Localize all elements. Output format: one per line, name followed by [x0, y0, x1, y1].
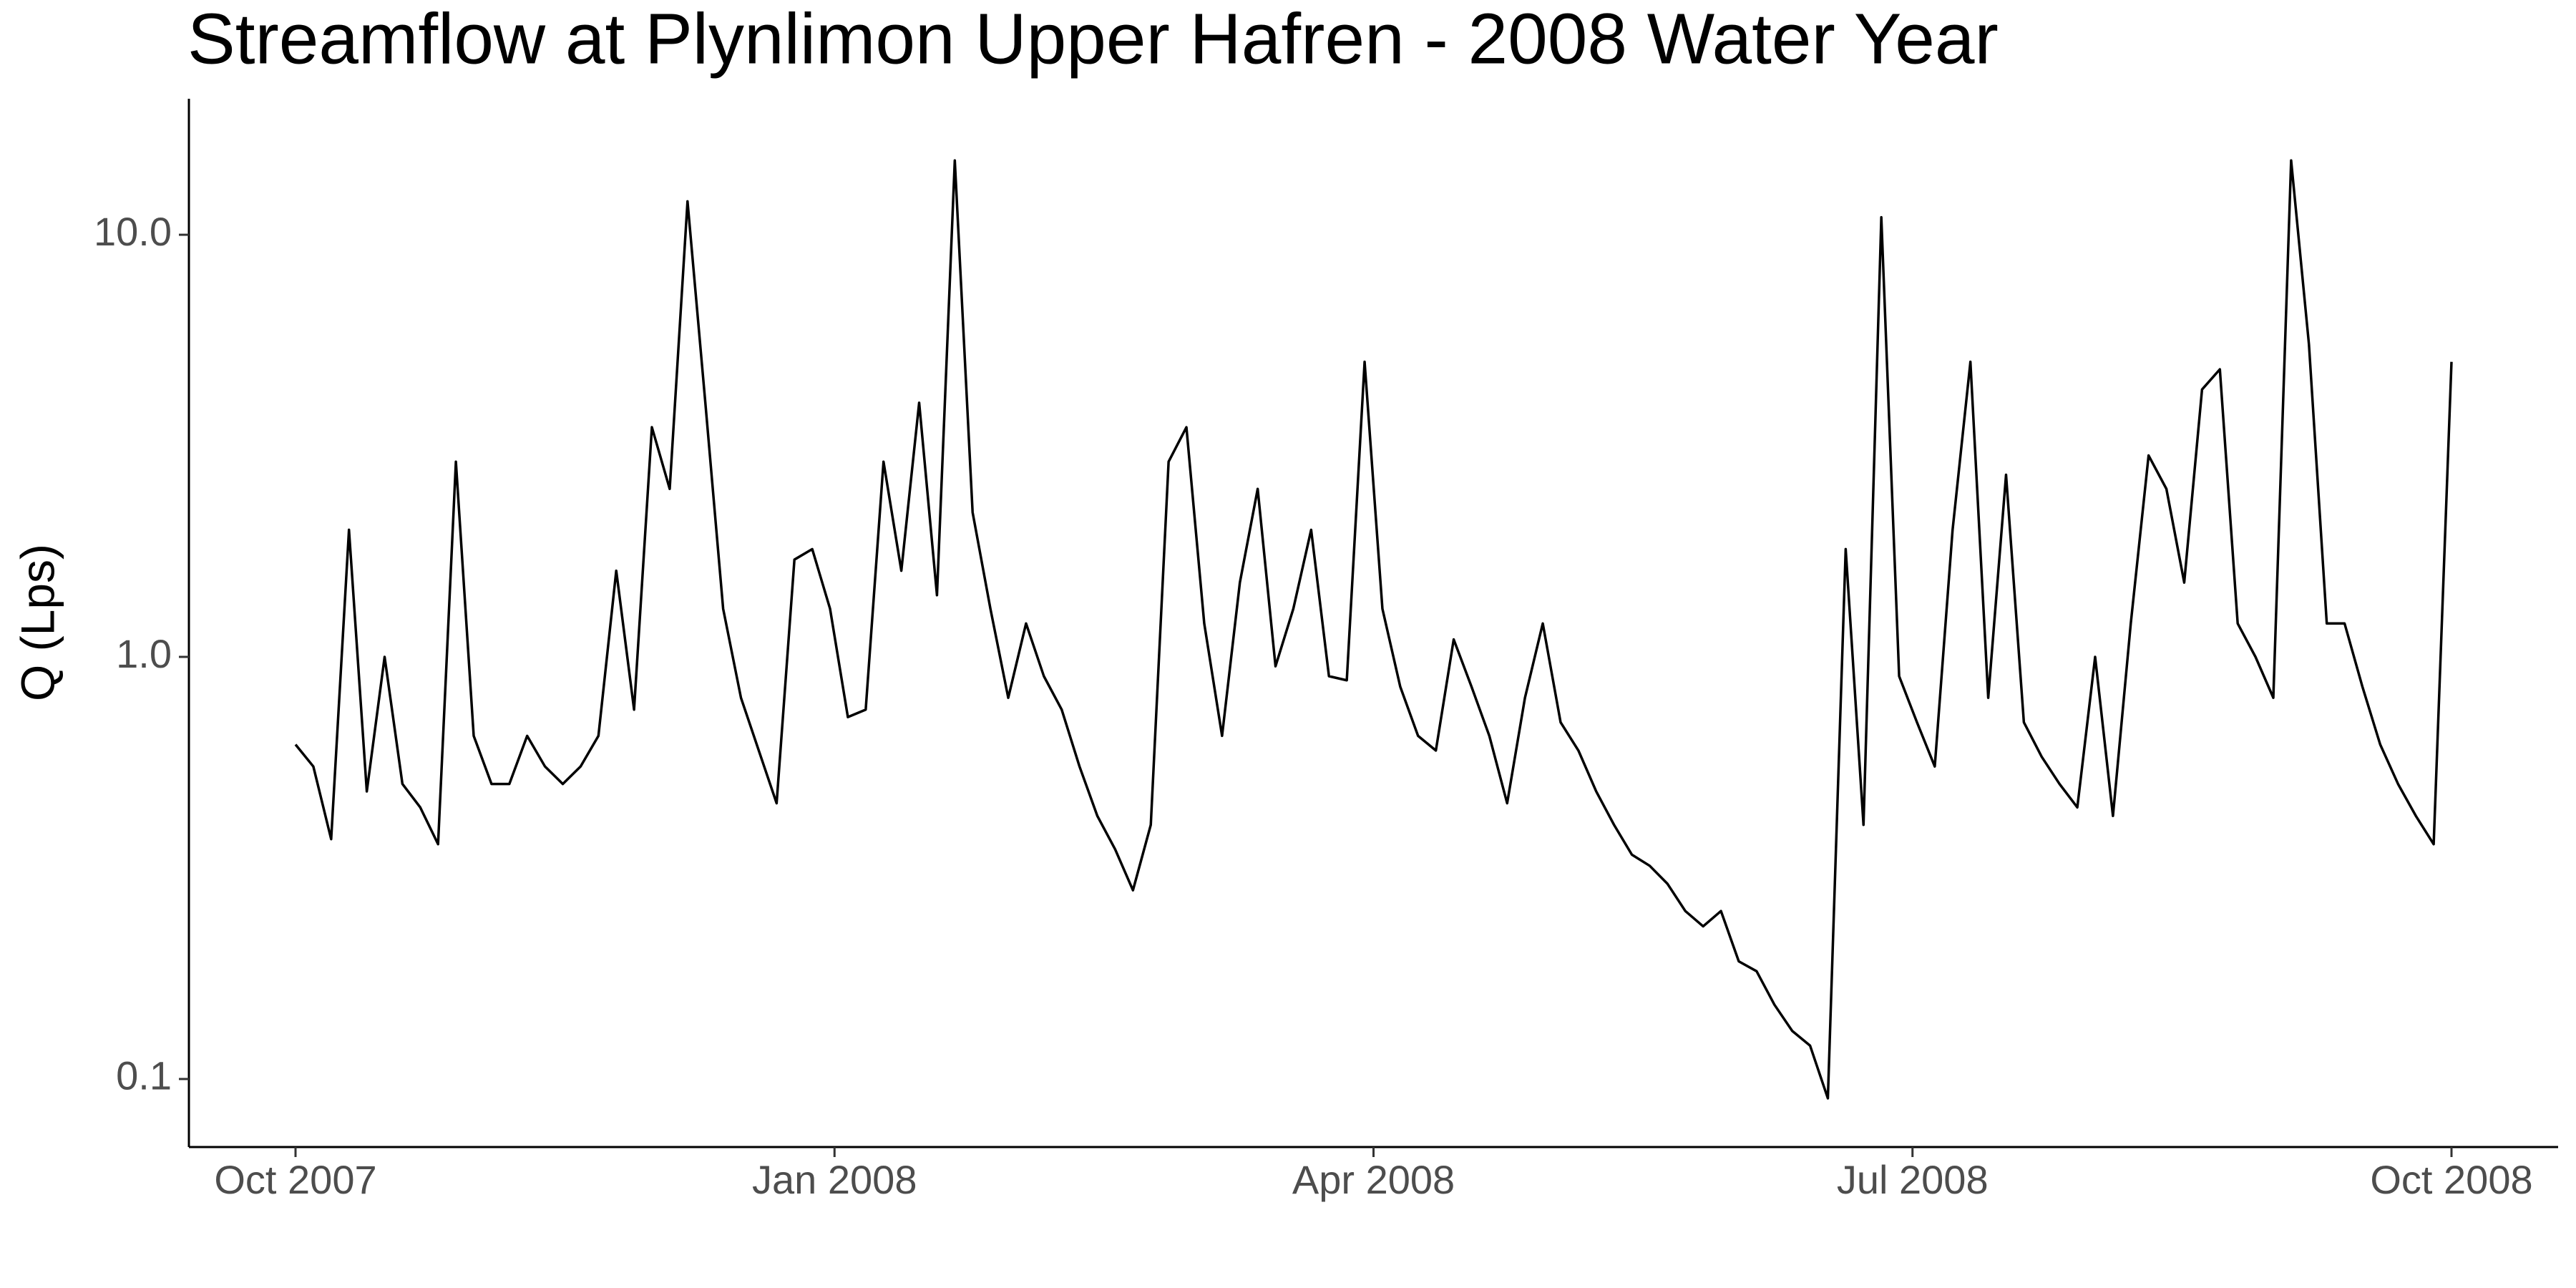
x-tick-label: Oct 2007	[214, 1157, 376, 1202]
y-tick-label: 10.0	[94, 209, 172, 254]
x-tick-label: Apr 2008	[1292, 1157, 1455, 1202]
y-axis-label: Q (Lps)	[11, 544, 64, 701]
x-tick-label: Oct 2008	[2370, 1157, 2532, 1202]
y-tick-label: 0.1	[116, 1053, 172, 1098]
data-line	[294, 159, 2453, 1100]
x-tick-label: Jul 2008	[1837, 1157, 1989, 1202]
chart-title: Streamflow at Plynlimon Upper Hafren - 2…	[187, 0, 1999, 79]
y-tick-label: 1.0	[116, 631, 172, 676]
x-tick-label: Jan 2008	[752, 1157, 917, 1202]
